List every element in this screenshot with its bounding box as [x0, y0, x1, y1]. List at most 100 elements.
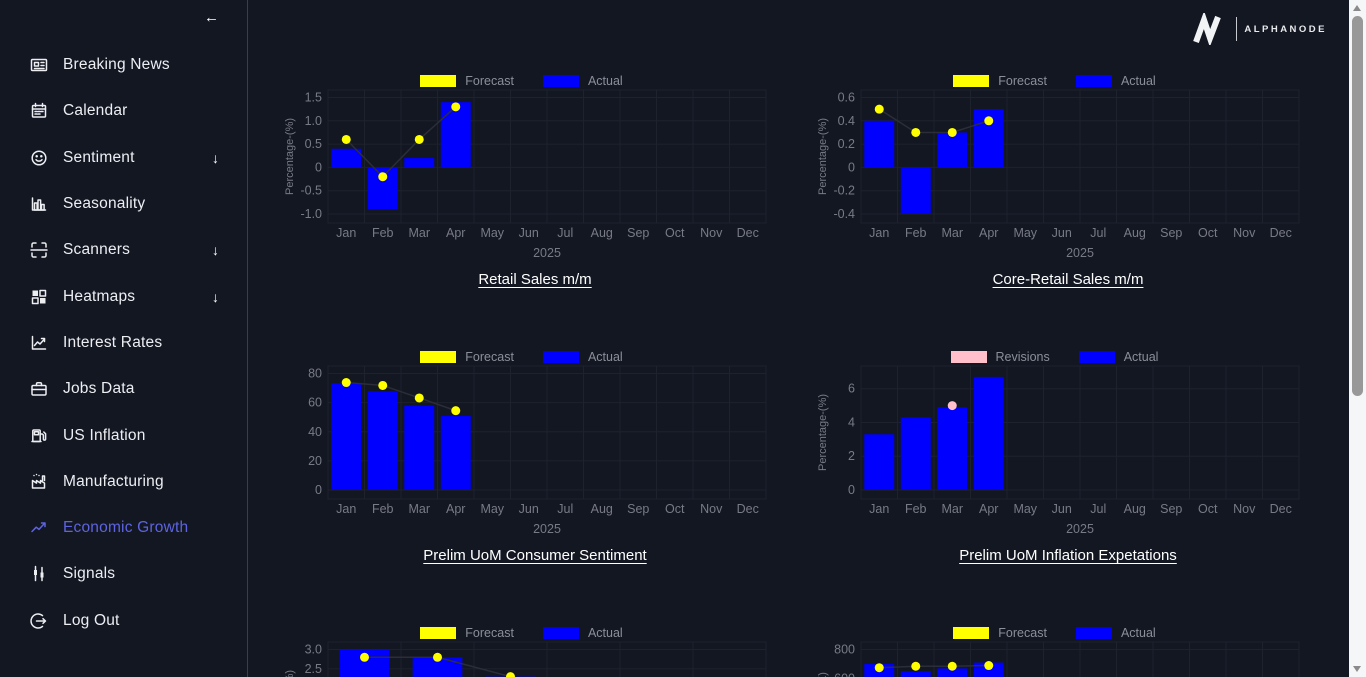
- chevron-down-icon[interactable]: ↓: [212, 242, 219, 259]
- point-series-line: [879, 664, 989, 669]
- chart-uom-inflation-expectations: Revisions Actual Percentage-(%) 6 4 2 0 Jan Feb M…: [817, 346, 1319, 565]
- plot-svg: 80 60 40 20 0 Jan Feb Mar Apr May Jun Jul Aug Sep Oct N…: [308, 365, 767, 536]
- sidebar-item-label: Heatmaps: [63, 287, 136, 305]
- y-tick-label: 4: [848, 415, 855, 429]
- logout-icon: [30, 612, 48, 630]
- bar-actual: [937, 668, 968, 677]
- bar-actual: [404, 158, 435, 168]
- sidebar-item-breaking-news[interactable]: Breaking News: [0, 42, 247, 88]
- chart-title: Retail Sales m/m: [284, 271, 786, 289]
- sidebar-item-label: Scanners: [63, 241, 131, 259]
- x-tick-label: Oct: [665, 502, 685, 516]
- legend-swatch: [542, 351, 579, 363]
- chevron-down-icon[interactable]: ↓: [212, 149, 219, 166]
- point-forecast: [911, 127, 921, 137]
- x-tick-label: Aug: [591, 502, 613, 516]
- brand-name: ALPHANODE: [1244, 23, 1327, 35]
- y-tick-label: 0.6: [838, 91, 855, 105]
- y-tick-label: 80: [308, 367, 322, 381]
- bar-actual: [412, 657, 463, 677]
- bar-actual: [900, 417, 931, 490]
- sidebar-menu: Breaking News Calendar Sentiment ↓ Seasonali…: [0, 0, 247, 644]
- sidebar-item-manufacturing[interactable]: Manufacturing: [0, 459, 247, 505]
- newspaper-icon: [30, 56, 48, 74]
- chart-title-link[interactable]: Core-Retail Sales m/m: [992, 271, 1144, 288]
- x-tick-label: Apr: [446, 226, 465, 240]
- bar-actual: [864, 120, 895, 168]
- chevron-down-icon[interactable]: ↓: [212, 288, 219, 305]
- chart-title-link[interactable]: Prelim UoM Consumer Sentiment: [423, 547, 647, 564]
- x-tick-label: Nov: [700, 226, 723, 240]
- chart-title-link[interactable]: Retail Sales m/m: [478, 271, 592, 288]
- legend-item: Actual: [542, 626, 623, 640]
- sidebar-item-seasonality[interactable]: Seasonality: [0, 181, 247, 227]
- x-tick-label: Nov: [700, 502, 723, 516]
- vertical-scrollbar[interactable]: [1349, 0, 1366, 677]
- x-tick-label: Dec: [737, 502, 759, 516]
- x-tick-label: Sep: [627, 226, 649, 240]
- sidebar-item-scanners[interactable]: Scanners ↓: [0, 227, 247, 273]
- sidebar-item-label: Economic Growth: [63, 519, 189, 537]
- x-tick-label: Dec: [1270, 502, 1292, 516]
- y-tick-label: 60: [308, 396, 322, 410]
- legend-label: Forecast: [998, 626, 1047, 640]
- chart-legend: Revisions Actual: [817, 350, 1319, 364]
- bar-actual: [864, 434, 895, 490]
- x-tick-label: May: [1013, 502, 1037, 516]
- legend-item: Actual: [1075, 74, 1156, 88]
- chart-legend: Forecast Actual: [284, 350, 786, 364]
- sidebar-item-label: Interest Rates: [63, 333, 163, 351]
- sidebar-item-economic-growth[interactable]: Economic Growth: [0, 505, 247, 551]
- y-tick-label: 800: [834, 643, 855, 657]
- sidebar-item-log-out[interactable]: Log Out: [0, 598, 247, 644]
- line-chart-icon: [30, 334, 48, 352]
- legend-item: Actual: [542, 350, 623, 364]
- x-tick-label: Feb: [372, 502, 394, 516]
- plot-svg: Percentage-(%) 6 4 2 0 Jan Feb Mar Apr May Jun Jul A…: [817, 365, 1300, 536]
- legend-label: Actual: [587, 350, 623, 364]
- point-series-line: [346, 381, 456, 412]
- sidebar-item-calendar[interactable]: Calendar: [0, 88, 247, 134]
- chart-title-link[interactable]: Prelim UoM Inflation Expetations: [959, 547, 1177, 564]
- point-forecast: [341, 378, 351, 388]
- x-tick-label: Sep: [1160, 502, 1182, 516]
- legend-swatch: [420, 351, 457, 363]
- legend-item: Forecast: [420, 626, 514, 640]
- x-tick-label: Apr: [446, 502, 465, 516]
- y-tick-label: 1.5: [305, 91, 322, 105]
- sidebar-collapse-icon[interactable]: ←: [204, 9, 219, 26]
- sidebar-item-label: Seasonality: [63, 195, 146, 213]
- x-tick-label: Aug: [1124, 226, 1146, 240]
- x-tick-label: Apr: [979, 226, 998, 240]
- sidebar-item-label: US Inflation: [63, 426, 146, 444]
- y-tick-label: 0.2: [838, 137, 855, 151]
- chart-legend: Forecast Actual: [284, 626, 786, 640]
- y-tick-label: -0.4: [833, 207, 855, 221]
- sidebar-item-label: Sentiment: [63, 148, 135, 166]
- chart-title: Core-Retail Sales m/m: [817, 271, 1319, 289]
- sidebar-item-interest-rates[interactable]: Interest Rates: [0, 320, 247, 366]
- sidebar-item-jobs-data[interactable]: Jobs Data: [0, 366, 247, 412]
- x-tick-label: Jan: [869, 226, 889, 240]
- point-forecast: [378, 380, 388, 390]
- scroll-down-arrow-icon[interactable]: [1353, 666, 1361, 672]
- scrollbar-thumb[interactable]: [1352, 16, 1363, 396]
- sidebar-item-us-inflation[interactable]: US Inflation: [0, 412, 247, 458]
- x-tick-label: Jul: [1090, 226, 1106, 240]
- point-forecast: [947, 661, 957, 671]
- sidebar-item-signals[interactable]: Signals: [0, 551, 247, 597]
- x-axis-year: 2025: [533, 522, 561, 536]
- sidebar-item-heatmaps[interactable]: Heatmaps ↓: [0, 273, 247, 319]
- legend-item: Actual: [1075, 626, 1156, 640]
- y-tick-label: 0.4: [838, 114, 855, 128]
- point-forecast: [341, 134, 351, 144]
- smiley-icon: [30, 149, 48, 167]
- point-forecast: [433, 652, 442, 662]
- scroll-up-arrow-icon[interactable]: [1353, 5, 1361, 11]
- x-axis-year: 2025: [533, 246, 561, 260]
- y-tick-label: 6: [848, 382, 855, 396]
- sidebar-item-sentiment[interactable]: Sentiment ↓: [0, 135, 247, 181]
- legend-swatch: [420, 75, 457, 87]
- y-tick-label: 0: [848, 483, 855, 497]
- chart-legend: Forecast Actual: [817, 74, 1319, 88]
